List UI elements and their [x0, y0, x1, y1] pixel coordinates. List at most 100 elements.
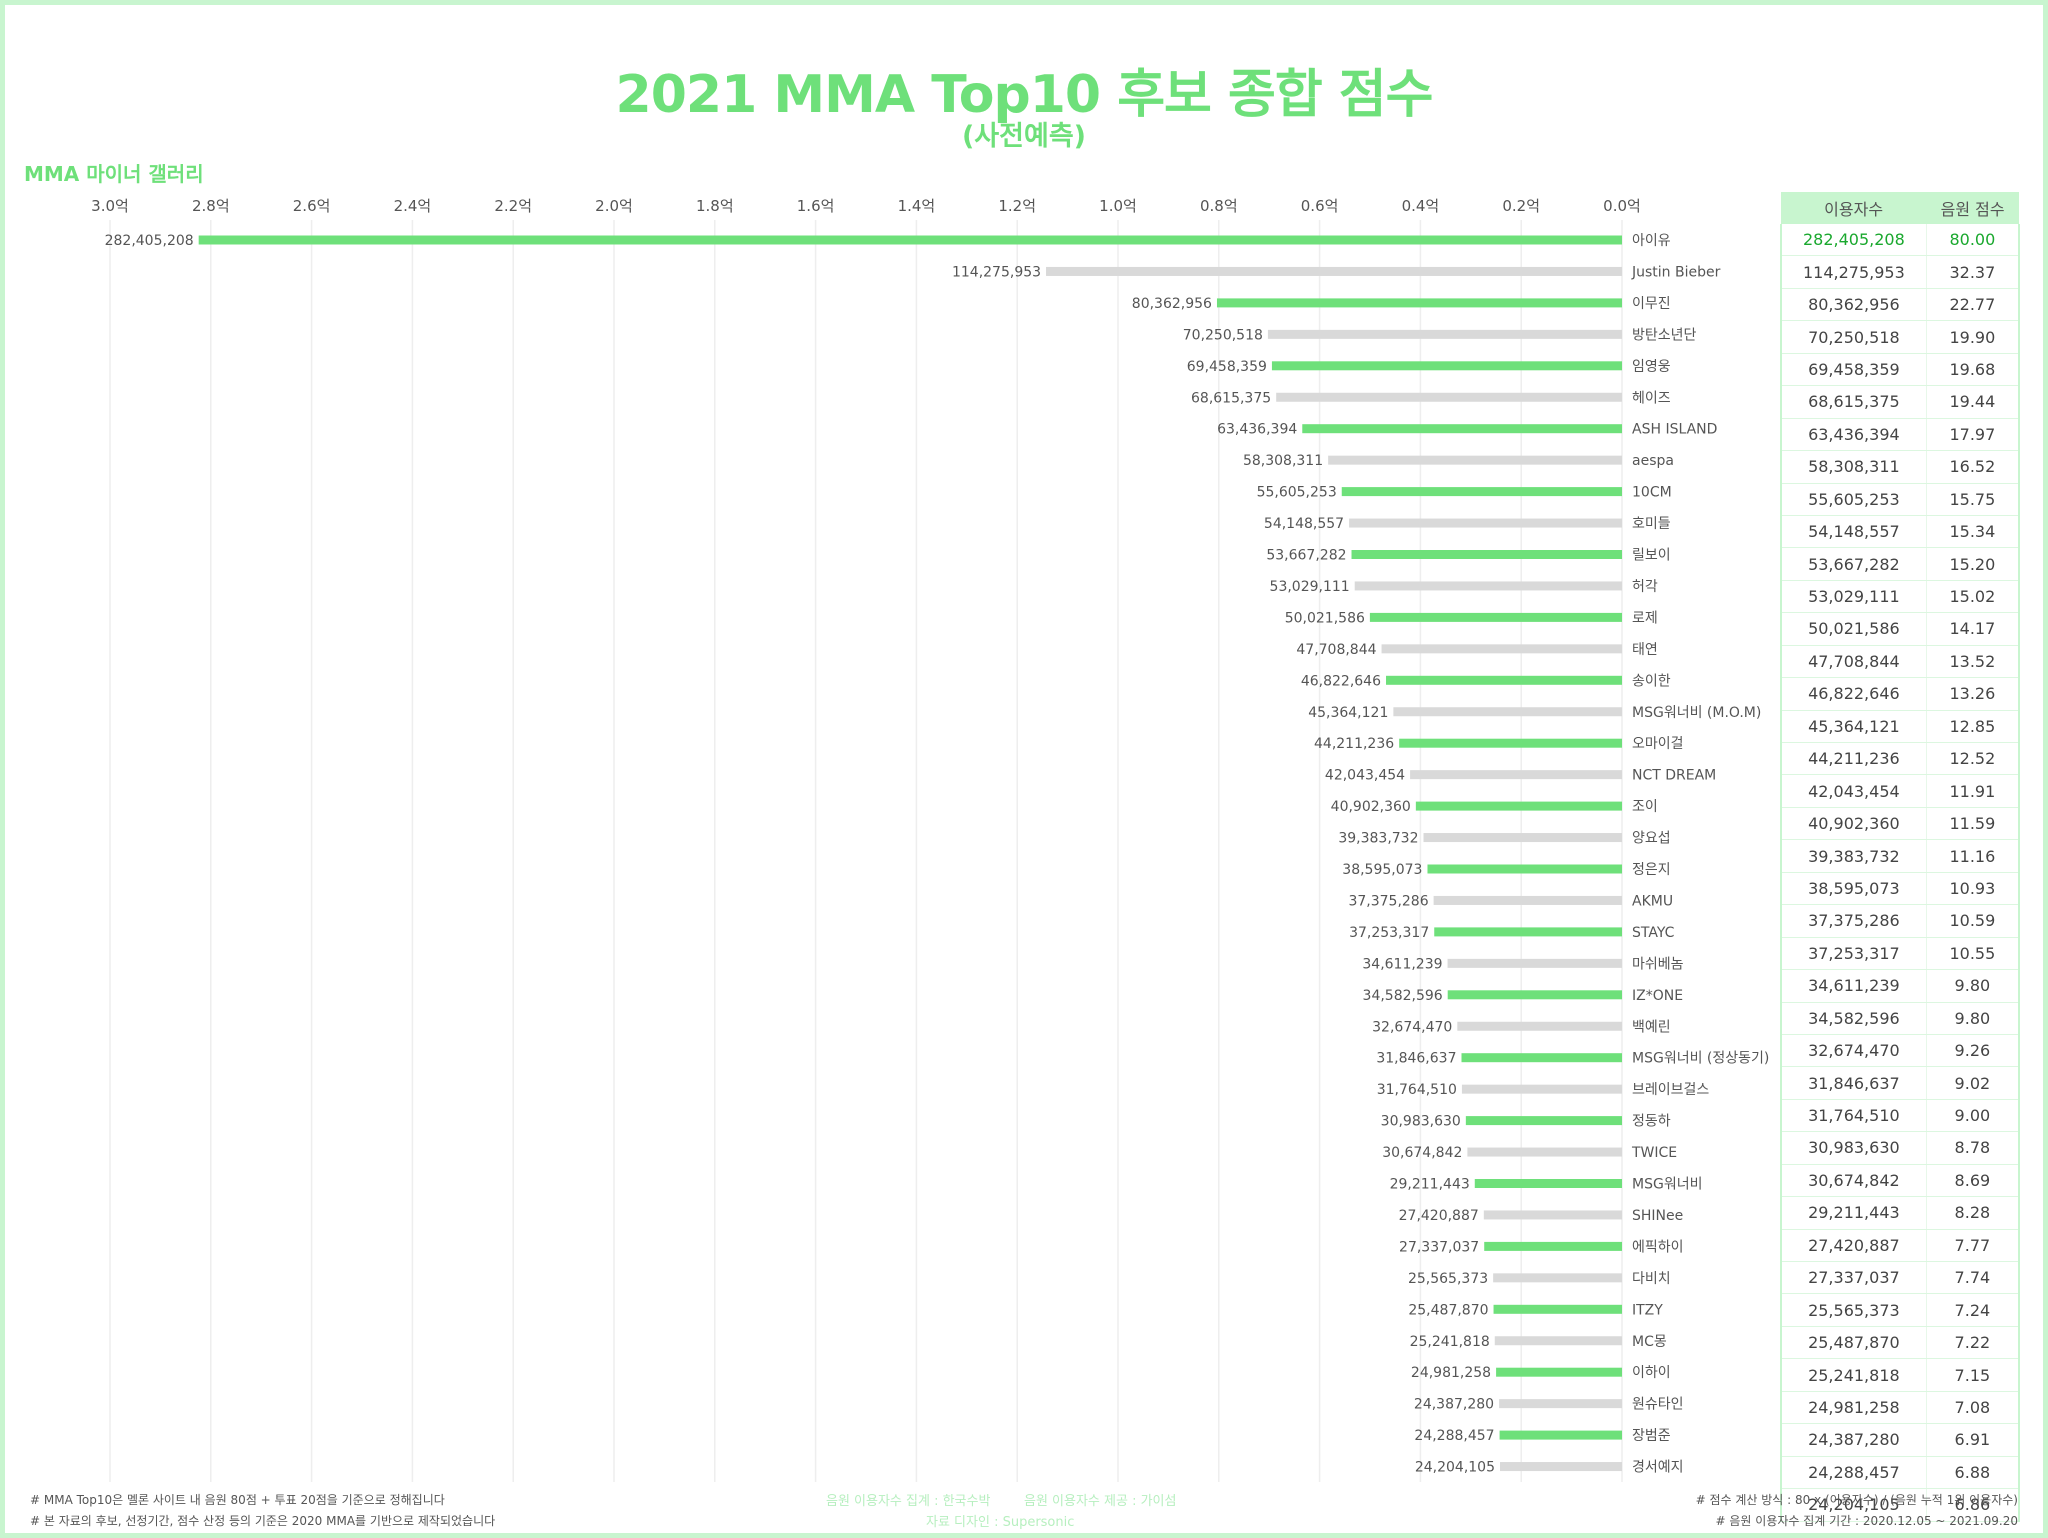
score-cell: 9.00 [1926, 1099, 2019, 1133]
bar-value-label: 55,605,253 [1257, 485, 1337, 501]
table-row: 29,211,443 8.28 [1781, 1196, 2019, 1230]
x-tick-label: 2.6억 [293, 197, 331, 215]
x-tick-label: 1.6억 [797, 197, 835, 215]
table-row: 80,362,956 22.77 [1781, 288, 2019, 322]
footer-formula: # 점수 계산 방식 : 80 x (이용자수) / (음원 누적 1위 이용자… [1695, 1493, 2018, 1507]
bar-value-label: 34,611,239 [1362, 956, 1442, 972]
col-score-header: 음원 점수 [1926, 192, 2019, 224]
table-row: 63,436,394 17.97 [1781, 418, 2019, 452]
score-cell: 13.26 [1926, 677, 2019, 711]
table-row: 54,148,557 15.34 [1781, 515, 2019, 549]
bar [1399, 738, 1622, 748]
bar-value-label: 80,362,956 [1132, 296, 1212, 312]
users-cell: 25,565,373 [1781, 1293, 1927, 1327]
table-row: 53,667,282 15.20 [1781, 547, 2019, 581]
score-cell: 6.88 [1926, 1456, 2019, 1490]
score-cell: 9.80 [1926, 969, 2019, 1003]
category-label: 임영웅 [1632, 359, 1671, 375]
score-cell: 15.20 [1926, 547, 2019, 581]
bar [198, 235, 1623, 245]
category-label: NCT DREAM [1632, 768, 1716, 784]
bar [1484, 1241, 1622, 1251]
table-row: 27,420,887 7.77 [1781, 1229, 2019, 1263]
users-cell: 31,764,510 [1781, 1099, 1927, 1133]
bar [1447, 990, 1622, 1000]
bar [1393, 707, 1622, 717]
x-tick-label: 1.8억 [696, 197, 734, 215]
table-row: 25,241,818 7.15 [1781, 1358, 2019, 1392]
score-cell: 13.52 [1926, 645, 2019, 679]
table-row: 68,615,375 19.44 [1781, 385, 2019, 419]
col-users-header: 이용자수 [1781, 192, 1927, 224]
table-row: 47,708,844 13.52 [1781, 645, 2019, 679]
users-cell: 53,029,111 [1781, 580, 1927, 614]
bar-value-label: 44,211,236 [1314, 736, 1394, 752]
category-label: 백예린 [1632, 1019, 1671, 1035]
score-cell: 11.91 [1926, 774, 2019, 808]
bar-value-label: 27,420,887 [1399, 1208, 1479, 1224]
bar [1433, 895, 1622, 905]
bar-value-label: 27,337,037 [1399, 1239, 1479, 1255]
bar-value-label: 34,582,596 [1363, 988, 1443, 1004]
category-label: 로제 [1632, 610, 1658, 626]
bar [1276, 392, 1622, 402]
users-cell: 37,375,286 [1781, 904, 1927, 938]
category-label: AKMU [1632, 893, 1673, 909]
score-cell: 15.02 [1926, 580, 2019, 614]
bar [1271, 361, 1622, 371]
bar-value-label: 37,375,286 [1348, 893, 1428, 909]
users-cell: 27,420,887 [1781, 1229, 1927, 1263]
table-row: 31,846,637 9.02 [1781, 1066, 2019, 1100]
users-cell: 37,253,317 [1781, 937, 1927, 971]
bar-value-label: 40,902,360 [1331, 799, 1411, 815]
table-row: 30,983,630 8.78 [1781, 1131, 2019, 1165]
category-label: aespa [1632, 453, 1674, 469]
score-cell: 8.78 [1926, 1131, 2019, 1165]
users-cell: 44,211,236 [1781, 742, 1927, 776]
chart-subtitle: (사전예측) [961, 121, 1087, 152]
x-tick-label: 2.4억 [394, 197, 432, 215]
table-row: 58,308,311 16.52 [1781, 450, 2019, 484]
category-label: 헤이즈 [1632, 390, 1671, 406]
score-cell: 19.90 [1926, 320, 2019, 354]
score-cell: 12.52 [1926, 742, 2019, 776]
users-cell: 53,667,282 [1781, 547, 1927, 581]
users-cell: 282,405,208 [1781, 224, 1927, 257]
bar [1423, 833, 1622, 843]
table-row: 34,611,239 9.80 [1781, 969, 2019, 1003]
bar-value-label: 39,383,732 [1338, 831, 1418, 847]
users-cell: 69,458,359 [1781, 353, 1927, 387]
table-row: 31,764,510 9.00 [1781, 1099, 2019, 1133]
table-row: 27,337,037 7.74 [1781, 1261, 2019, 1295]
bar [1496, 1367, 1622, 1377]
score-cell: 7.08 [1926, 1391, 2019, 1425]
x-tick-label: 0.8억 [1200, 197, 1238, 215]
bar [1216, 298, 1622, 308]
users-cell: 42,043,454 [1781, 774, 1927, 808]
category-label: 허각 [1632, 579, 1658, 595]
users-cell: 80,362,956 [1781, 288, 1927, 322]
score-cell: 10.55 [1926, 937, 2019, 971]
bar [1386, 675, 1622, 685]
x-tick-label: 0.6억 [1301, 197, 1339, 215]
bar [1410, 770, 1622, 780]
bar [1494, 1336, 1622, 1346]
score-cell: 9.26 [1926, 1034, 2019, 1068]
score-cell: 10.59 [1926, 904, 2019, 938]
bar-value-label: 31,764,510 [1377, 1082, 1457, 1098]
bar [1499, 1430, 1622, 1440]
bar [1341, 487, 1622, 497]
users-cell: 54,148,557 [1781, 515, 1927, 549]
footer-note-1: # MMA Top10은 멜론 사이트 내 음원 80점 + 투표 20점을 기… [30, 1493, 445, 1507]
score-cell: 9.02 [1926, 1066, 2019, 1100]
x-tick-label: 1.0억 [1099, 197, 1137, 215]
x-tick-label: 1.2억 [998, 197, 1036, 215]
bar [1447, 958, 1622, 968]
footer-credit-design: 자료 디자인 : Supersonic [926, 1515, 1075, 1530]
category-label: 태연 [1632, 642, 1658, 658]
table-row: 69,458,359 19.68 [1781, 353, 2019, 387]
bar-value-label: 25,487,870 [1408, 1302, 1488, 1318]
bar-value-label: 31,846,637 [1376, 1051, 1456, 1067]
category-label: MSG워너비 [1632, 1177, 1702, 1193]
